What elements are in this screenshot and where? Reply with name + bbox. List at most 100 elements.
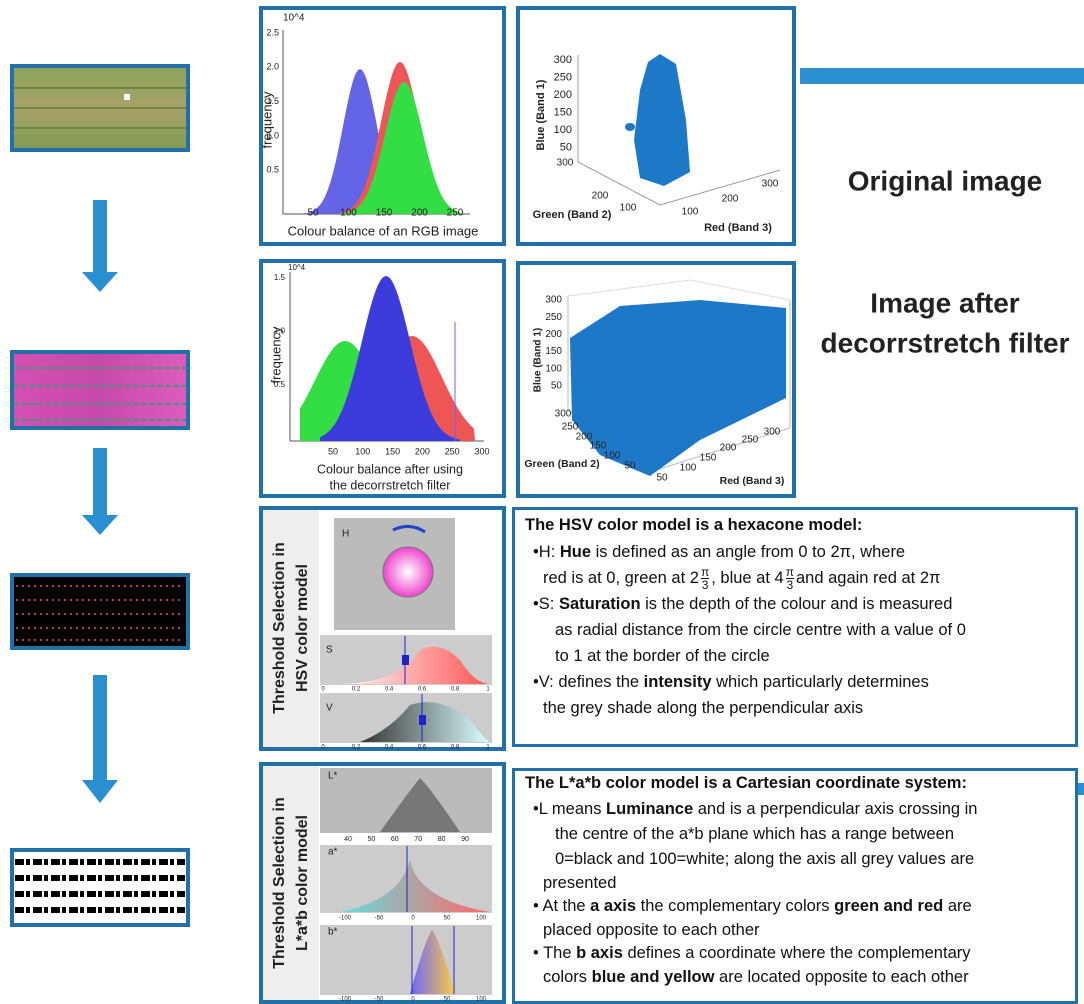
lab-textbox: The L*a*b color model is a Cartesian coo…: [512, 768, 1078, 1004]
text-segment: 0=black and 100=white; along the axis al…: [555, 850, 975, 868]
text-line: • At the a axis the complementary colors…: [525, 894, 1065, 919]
tick-label: -50: [375, 997, 384, 1003]
tick-label: 60: [391, 836, 399, 843]
text-segment: and again red at 2π: [795, 569, 941, 587]
text-segment: green and red: [834, 897, 944, 915]
exponent: 10^4: [288, 263, 306, 272]
text-line: as radial distance from the circle centr…: [525, 617, 1065, 643]
tick-label: -50: [375, 916, 384, 922]
field-rows: [14, 87, 186, 129]
tick-label: 250: [545, 312, 562, 323]
scatter-original: Blue (Band 1) Green (Band 2) Red (Band 3…: [533, 54, 781, 234]
label-decorr-1: Image after: [870, 287, 1019, 318]
tick-label: 150: [590, 441, 607, 452]
text-segment: , blue at 4: [711, 569, 784, 587]
tick-label: 300: [557, 158, 574, 169]
histogram-original: 10^4 frequency Colour balance of an RGB …: [259, 13, 478, 239]
tick-label: 200: [554, 89, 572, 101]
label-decorr-2: decorrstretch filter: [821, 327, 1070, 358]
red-label: Red (Band 3): [704, 222, 772, 234]
blue-hist: [320, 276, 460, 441]
tick-label: 200: [411, 208, 428, 219]
tick-label: 100: [476, 916, 487, 922]
tick-label: 0: [411, 916, 415, 922]
s-label: S: [326, 645, 333, 656]
black-rows: [15, 859, 185, 913]
z-label: Blue (Band 1): [535, 79, 547, 150]
tick-label: 50: [624, 461, 636, 472]
fraction-den: 3: [701, 578, 709, 593]
tick-label: 200: [576, 432, 593, 443]
y-label: frequency: [268, 326, 283, 384]
tick-label: 100: [355, 446, 370, 456]
text-line: •L means Luminance and is a perpendicula…: [525, 797, 1065, 822]
tick-label: 90: [461, 836, 469, 843]
red-dots: [16, 585, 184, 641]
tick-label: 100: [545, 363, 562, 374]
tick-label: 200: [545, 329, 562, 340]
tick-label: 100: [680, 463, 697, 474]
text-line: to 1 at the border of the circle: [525, 643, 1065, 669]
text-segment: intensity: [643, 673, 712, 692]
blue-hist: [300, 69, 430, 214]
flow-arrows: [82, 200, 118, 803]
tick-label: 100: [476, 997, 487, 1003]
tick-label: 0.4: [385, 687, 394, 693]
box-title: The HSV color model is a hexacone model:: [525, 516, 863, 534]
text-segment: is the depth of the colour and is measur…: [640, 595, 953, 614]
text-line: •V: defines the intensity which particul…: [525, 669, 1065, 695]
tick-label: 0.8: [451, 745, 460, 751]
text-segment: blue and yellow: [591, 968, 715, 986]
text-line: the centre of the a*b plane which has a …: [525, 822, 1065, 847]
lab-panel: Threshold Selection in L*a*b color model…: [263, 766, 492, 1000]
h-label: H: [342, 529, 349, 540]
tick-label: -100: [339, 916, 352, 922]
tick-label: 0: [321, 687, 325, 693]
text-segment: •H:: [533, 543, 560, 561]
tick-label: 250: [554, 71, 572, 83]
tick-label: 200: [592, 191, 609, 202]
text-segment: •V: defines the: [533, 673, 644, 692]
tick-label: 0.2: [352, 745, 361, 751]
l-label: L*: [328, 771, 338, 782]
tick-label: 50: [656, 473, 668, 484]
point-cloud: [570, 300, 786, 476]
tick-label: 150: [376, 208, 393, 219]
tick-label: 0.2: [352, 687, 361, 693]
y-label: frequency: [259, 91, 274, 149]
tick-label: 0.6: [418, 687, 427, 693]
panel-title-2: L*a*b color model: [294, 815, 311, 951]
tick-label: 150: [385, 446, 400, 456]
tick-label: 0.8: [451, 687, 460, 693]
marker: [124, 94, 130, 100]
panel-title-1: Threshold Selection in: [271, 797, 288, 969]
tick-label: 1: [486, 687, 490, 693]
tick-label: 0.4: [385, 745, 394, 751]
text-line: •S: Saturation is the depth of the colou…: [525, 591, 1065, 617]
tick-label: 70: [414, 836, 422, 843]
text-line: presented: [525, 872, 1065, 894]
point-cloud: [634, 54, 690, 186]
tick-label: 1.0: [266, 130, 279, 140]
text-line: placed opposite to each other: [525, 919, 1065, 941]
decorr-rows: [14, 367, 186, 421]
text-segment: the grey shade along the perpendicular a…: [543, 699, 864, 718]
tick-label: 40: [344, 836, 352, 843]
tick-label: 300: [762, 179, 779, 190]
text-line: the grey shade along the perpendicular a…: [525, 695, 1065, 721]
hsv-textbox: The HSV color model is a hexacone model:…: [512, 507, 1078, 747]
panel-title-2: HSV color model: [294, 564, 311, 692]
panel-title-1: Threshold Selection in: [271, 542, 288, 714]
green-label: Green (Band 2): [533, 209, 612, 221]
text-segment: as radial distance from the circle centr…: [555, 621, 966, 640]
fraction-den: 3: [786, 578, 794, 593]
tick-label: 100: [340, 208, 357, 219]
tick-label: 250: [445, 446, 460, 456]
tick-label: 100: [604, 451, 621, 462]
text-segment: red is at 0, green at 2: [543, 569, 699, 587]
label-original: Original image: [848, 165, 1043, 196]
tick-label: 150: [700, 453, 717, 464]
